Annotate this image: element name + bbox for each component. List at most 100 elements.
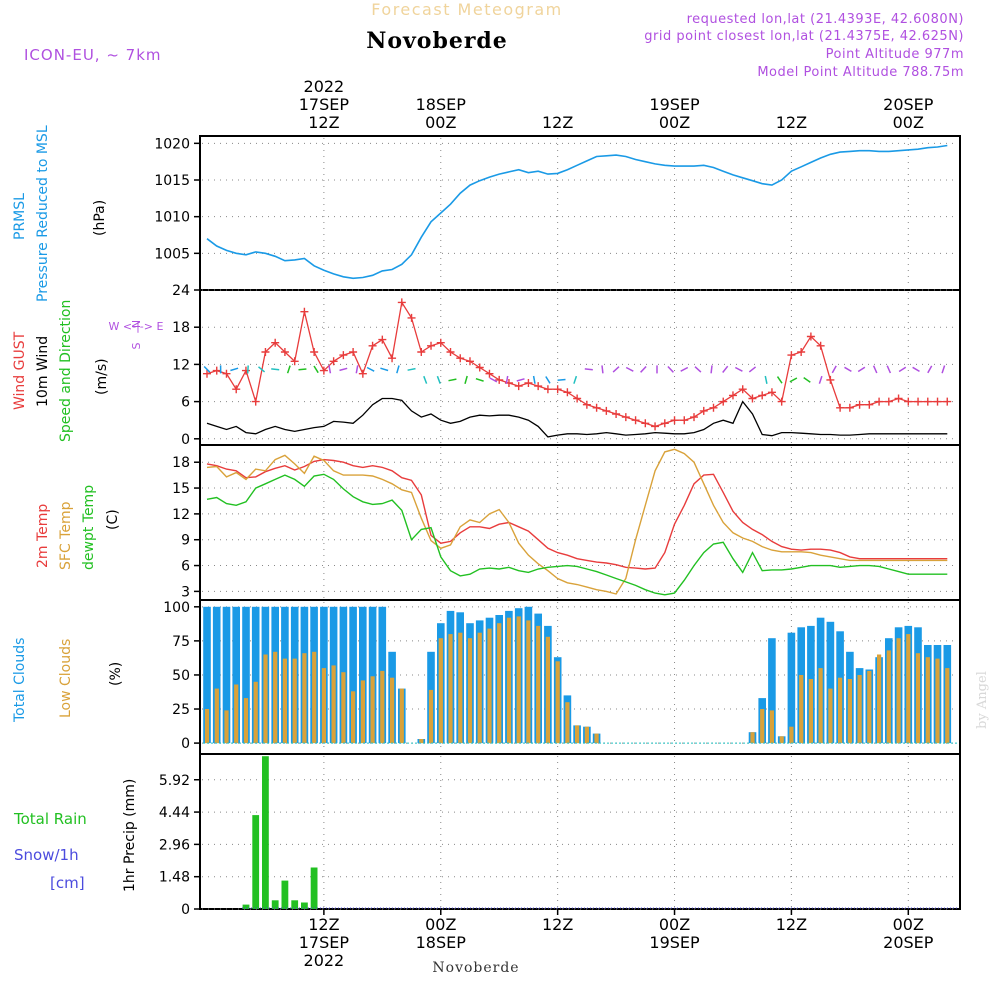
y-tick-label: 12 bbox=[172, 507, 190, 523]
low-cloud-bar bbox=[234, 685, 238, 744]
low-cloud-bar bbox=[848, 679, 852, 743]
time-label-top: 12Z bbox=[308, 113, 339, 132]
rain-bar bbox=[282, 881, 289, 909]
wind-direction-arrow bbox=[711, 365, 712, 373]
y-tick-label: 0 bbox=[181, 902, 190, 918]
gust-marker bbox=[885, 398, 893, 406]
point-altitude: Point Altitude 977m bbox=[826, 47, 964, 62]
watermark-title: Forecast Meteogram bbox=[371, 0, 562, 19]
wind-direction-arrow bbox=[913, 367, 920, 371]
y-tick-label: 2.96 bbox=[159, 837, 190, 853]
low-cloud-bar bbox=[263, 655, 267, 744]
low-cloud-bar bbox=[419, 739, 423, 743]
gust-marker bbox=[563, 388, 571, 396]
label-low-clouds: Low Clouds bbox=[58, 639, 74, 718]
requested-coords: requested lon,lat (21.4393E, 42.6080N) bbox=[687, 12, 964, 27]
gust-marker bbox=[700, 407, 708, 415]
label-c: (C) bbox=[105, 509, 121, 530]
low-cloud-bar bbox=[215, 689, 219, 744]
low-cloud-bar bbox=[536, 626, 540, 743]
gust-marker bbox=[427, 342, 435, 350]
gust-marker bbox=[388, 354, 396, 362]
label-pressure-msl: Pressure Reduced to MSL bbox=[35, 125, 51, 302]
gust-marker bbox=[661, 419, 669, 427]
wind-direction-arrow bbox=[546, 377, 550, 384]
gust-marker bbox=[641, 419, 649, 427]
wind-direction-arrow bbox=[408, 369, 416, 371]
label-ms: (m/s) bbox=[94, 358, 110, 395]
wind-direction-arrow bbox=[574, 376, 577, 384]
low-cloud-bar bbox=[935, 659, 939, 744]
time-axis: 202217SEP12Z12Z17SEP202218SEP00Z00Z18SEP… bbox=[299, 77, 934, 970]
gust-marker bbox=[924, 398, 932, 406]
wind-direction-arrow bbox=[476, 379, 484, 381]
y-tick-label: 1015 bbox=[154, 173, 190, 189]
gust-marker bbox=[359, 370, 367, 378]
wind-direction-arrow bbox=[613, 367, 619, 372]
time-label-bottom: 00Z bbox=[659, 915, 690, 934]
low-cloud-bar bbox=[322, 668, 326, 743]
low-cloud-bar bbox=[468, 638, 472, 743]
low-cloud-bar bbox=[799, 675, 803, 743]
panel-frame bbox=[200, 136, 960, 290]
time-label-bottom: 18SEP bbox=[416, 933, 467, 952]
time-label-top: 17SEP bbox=[299, 95, 350, 114]
wind-direction-arrow bbox=[602, 365, 603, 373]
low-cloud-bar bbox=[945, 668, 949, 743]
low-cloud-bar bbox=[770, 710, 774, 743]
gust-marker bbox=[524, 379, 532, 387]
gust-marker bbox=[709, 404, 717, 412]
label-precip: 1hr Precip (mm) bbox=[122, 779, 138, 892]
wind-direction-arrow bbox=[558, 380, 566, 381]
gust-marker bbox=[300, 308, 308, 316]
y-tick-label: 0 bbox=[181, 736, 190, 752]
low-cloud-bar bbox=[926, 657, 930, 743]
wind-direction-arrow bbox=[695, 367, 701, 372]
label-sfc-temp: SFC Temp bbox=[58, 501, 74, 570]
credit: by Angel bbox=[975, 671, 990, 729]
label-cm: [cm] bbox=[50, 874, 85, 892]
y-tick-label: 12 bbox=[172, 357, 190, 373]
wind-direction-arrow bbox=[517, 379, 525, 381]
low-cloud-bar bbox=[458, 633, 462, 743]
time-label-top: 12Z bbox=[542, 113, 573, 132]
wind-direction-arrow bbox=[765, 376, 767, 384]
wind-direction-arrow bbox=[534, 376, 535, 384]
gust-marker bbox=[408, 314, 416, 322]
low-cloud-bar bbox=[887, 650, 891, 743]
low-cloud-bar bbox=[487, 629, 491, 744]
gust-marker bbox=[680, 416, 688, 424]
gust-marker bbox=[222, 370, 230, 378]
low-cloud-bar bbox=[809, 679, 813, 743]
wind-direction-arrow bbox=[668, 367, 674, 373]
gust-marker bbox=[339, 351, 347, 359]
gust-marker bbox=[797, 348, 805, 356]
gust-marker bbox=[787, 351, 795, 359]
y-tick-label: 5.92 bbox=[159, 773, 190, 789]
wind-direction-arrow bbox=[681, 368, 688, 372]
wind-direction-arrow bbox=[329, 365, 330, 373]
y-tick-label: 6 bbox=[181, 559, 190, 575]
wind-direction-arrow bbox=[723, 366, 728, 372]
low-cloud-bar bbox=[877, 655, 881, 744]
y-tick-label: 1005 bbox=[154, 246, 190, 262]
low-cloud-bar bbox=[332, 665, 336, 743]
gust-marker bbox=[213, 367, 221, 375]
label-hpa: (hPa) bbox=[92, 200, 108, 236]
y-tick-label: 9 bbox=[181, 533, 190, 549]
time-label-bottom: 12Z bbox=[542, 915, 573, 934]
gust-marker bbox=[934, 398, 942, 406]
low-cloud-bar bbox=[838, 678, 842, 743]
wind-direction-arrow bbox=[804, 378, 811, 383]
wind-direction-arrow bbox=[942, 366, 945, 374]
low-cloud-bar bbox=[429, 690, 433, 743]
total-cloud-bar bbox=[788, 633, 796, 743]
gust-marker bbox=[593, 404, 601, 412]
low-cloud-bar bbox=[380, 671, 384, 743]
gust-marker bbox=[895, 395, 903, 403]
gust-marker bbox=[378, 336, 386, 344]
wind-direction-arrow bbox=[248, 365, 249, 373]
